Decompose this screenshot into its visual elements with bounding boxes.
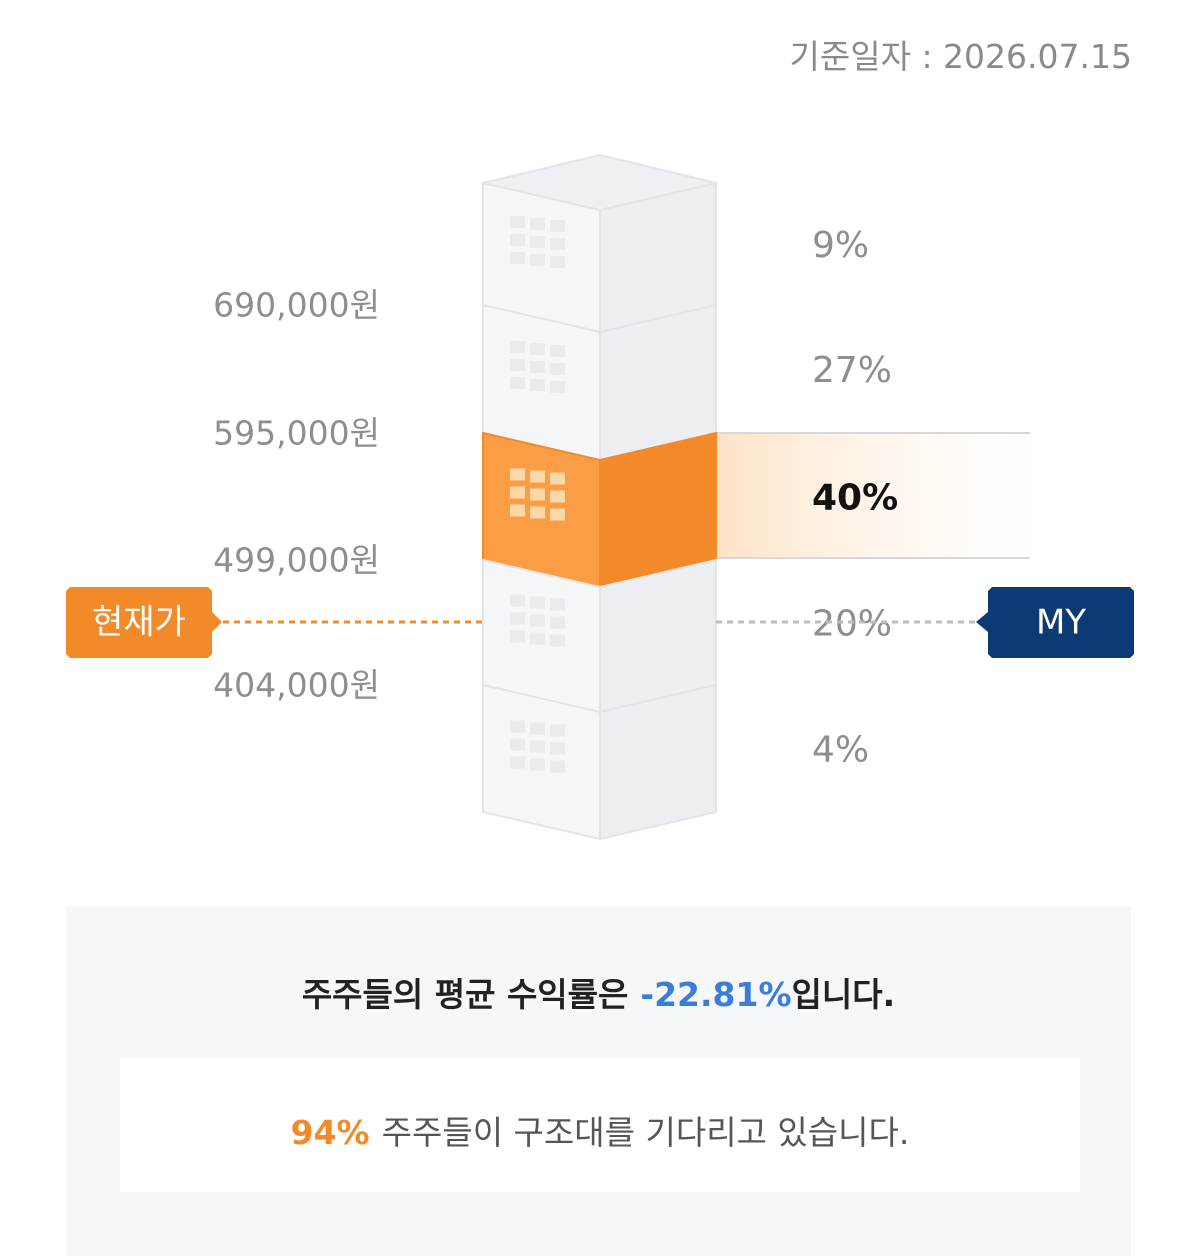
average-return: -22.81% [640,975,792,1014]
floor-percent: 27% [812,350,892,391]
floor-percent: 40% [812,478,898,519]
waiting-percent: 94% [290,1113,370,1152]
window [550,220,565,232]
window [530,596,545,609]
window [530,488,545,501]
window [550,508,565,521]
summary-text: 주주들의 평균 수익률은 [301,975,629,1014]
floor-percent: 20% [812,604,892,645]
window [550,490,565,503]
window [530,470,545,483]
window [530,379,545,391]
window [510,594,525,607]
window [530,506,545,519]
floor-right [599,683,717,841]
window [550,742,565,755]
my-label: MY [1036,603,1086,643]
window [510,738,525,751]
window [510,252,525,264]
window [550,363,565,375]
summary-suffix: 입니다. [791,975,896,1014]
window [510,612,525,625]
waiting-box: 94% 주주들이 구조대를 기다리고 있습니다. [120,1058,1080,1192]
window [550,472,565,485]
window [530,614,545,627]
window [510,468,525,481]
window [530,740,545,753]
window [510,359,525,371]
price-level: 690,000원 [213,286,380,325]
floor-percent: 9% [812,225,869,266]
window [550,616,565,629]
window [550,598,565,611]
price-level: 595,000원 [213,414,380,453]
window [530,236,545,248]
summary-panel: 주주들의 평균 수익률은 -22.81%입니다. 94% 주주들이 구조대를 기다리… [66,906,1131,1256]
highlight-band [716,433,1030,558]
window [550,345,565,357]
window [510,234,525,246]
price-level: 499,000원 [213,541,380,580]
my-tag [976,587,1134,658]
window [530,218,545,230]
window [550,381,565,393]
window [530,254,545,266]
window [510,216,525,228]
waiting: 94% 주주들이 구조대를 기다리고 있습니다. [120,1106,1080,1154]
window [530,343,545,355]
window [530,632,545,645]
date-label: 기준일자 : 2026.07.15 [789,37,1132,76]
price-level: 404,000원 [213,666,380,705]
window [510,504,525,517]
window [510,486,525,499]
current-price-tag [66,587,222,658]
window [550,724,565,737]
floor-percent: 4% [812,730,869,771]
window [550,256,565,268]
window [510,377,525,389]
window [550,634,565,647]
window [510,756,525,769]
window [550,760,565,773]
window [530,758,545,771]
roof [482,153,717,212]
building-chart: 9% 27% 40% 20% 4% 690,000원 595,000원 499,000원 404… [66,153,1134,841]
waiting-text: 주주들이 구조대를 기다리고 있습니다. [381,1113,910,1152]
window [550,238,565,250]
window [530,722,545,735]
window [510,720,525,733]
window [530,361,545,373]
summary: 주주들의 평균 수익률은 -22.81%입니다. [66,968,1131,1016]
current-price-label: 현재가 [92,603,186,643]
window [510,630,525,643]
window [510,341,525,353]
